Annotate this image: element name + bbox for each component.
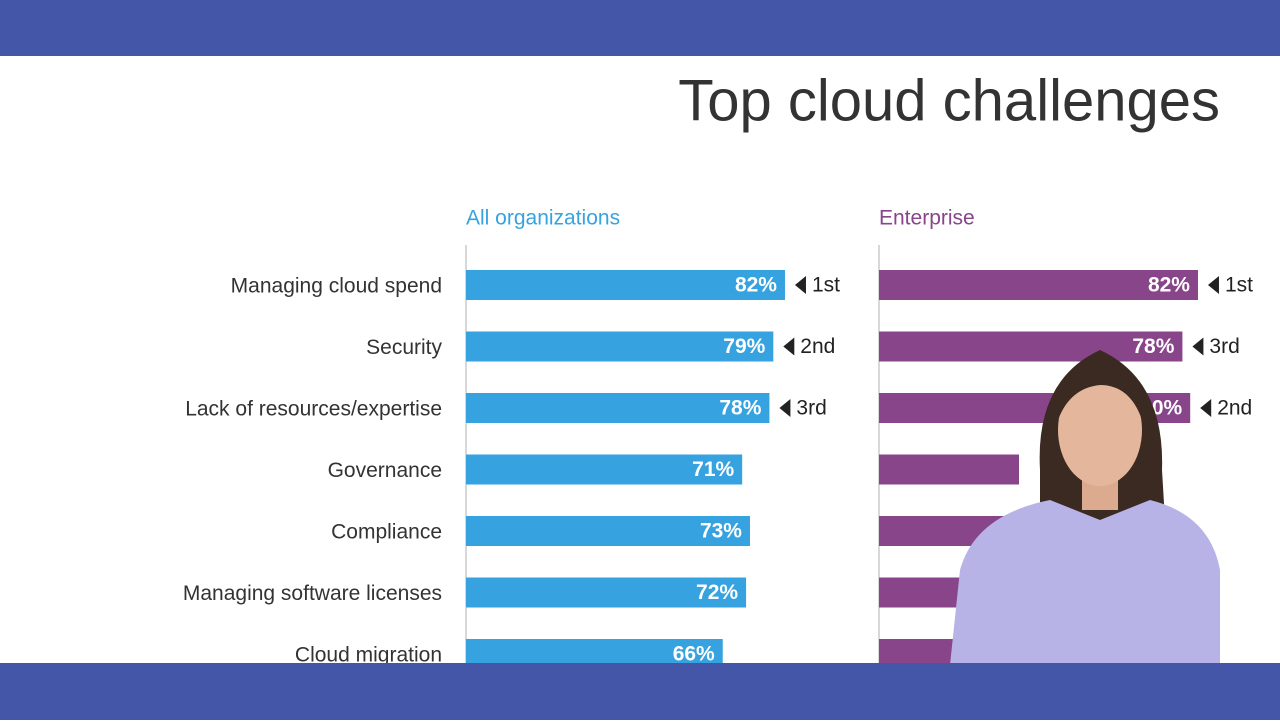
rank-arrow (1200, 399, 1212, 417)
bar (879, 331, 1183, 362)
category-label: Cloud migration (295, 644, 442, 667)
chart-title: Top cloud challenges (678, 68, 1220, 133)
value-label: 82% (1148, 274, 1190, 297)
rank-arrow (779, 399, 791, 417)
bar (879, 270, 1198, 300)
category-label: Security (366, 336, 442, 359)
value-label: 66% (673, 643, 715, 666)
top-band (0, 0, 1280, 56)
category-label: Governance (328, 459, 442, 482)
presenter-face (1058, 374, 1142, 486)
rank-label: 2nd (1217, 397, 1252, 420)
presenter-fringe (1058, 368, 1142, 420)
bar (466, 393, 770, 423)
rank-label: 2nd (800, 335, 835, 358)
category-label: Lack of resources/expertise (185, 398, 442, 421)
bottom-band (0, 663, 1280, 720)
value-label: 73% (700, 520, 742, 543)
category-label: Compliance (331, 521, 442, 544)
rank-label: 1st (1225, 274, 1253, 297)
rank-arrow (794, 276, 806, 294)
bar (466, 270, 785, 300)
bar (466, 516, 750, 546)
value-label: 71% (692, 458, 734, 481)
panel-title: All organizations (466, 207, 620, 230)
panel-title: Enterprise (879, 207, 975, 230)
rank-label: 1st (812, 274, 840, 297)
bar-hidden (879, 454, 1019, 485)
category-label: Managing software licenses (183, 582, 442, 605)
rank-label: 3rd (1209, 335, 1239, 358)
value-label: 78% (719, 397, 761, 420)
chart: Top cloud challenges Managing cloud spen… (183, 68, 1253, 669)
bar (466, 331, 774, 362)
value-label: 78% (1132, 335, 1174, 358)
bar (466, 454, 743, 485)
value-label: 82% (735, 274, 777, 297)
value-label: 72% (696, 581, 738, 604)
presenter-shirt (950, 500, 1220, 665)
rank-arrow (1192, 337, 1204, 356)
rank-arrow (783, 337, 795, 356)
value-label: 79% (723, 335, 765, 358)
rank-label: 3rd (796, 397, 826, 420)
category-label: Managing cloud spend (231, 275, 442, 298)
presenter (950, 350, 1220, 665)
rank-arrow (1207, 276, 1219, 294)
bar (466, 577, 747, 608)
